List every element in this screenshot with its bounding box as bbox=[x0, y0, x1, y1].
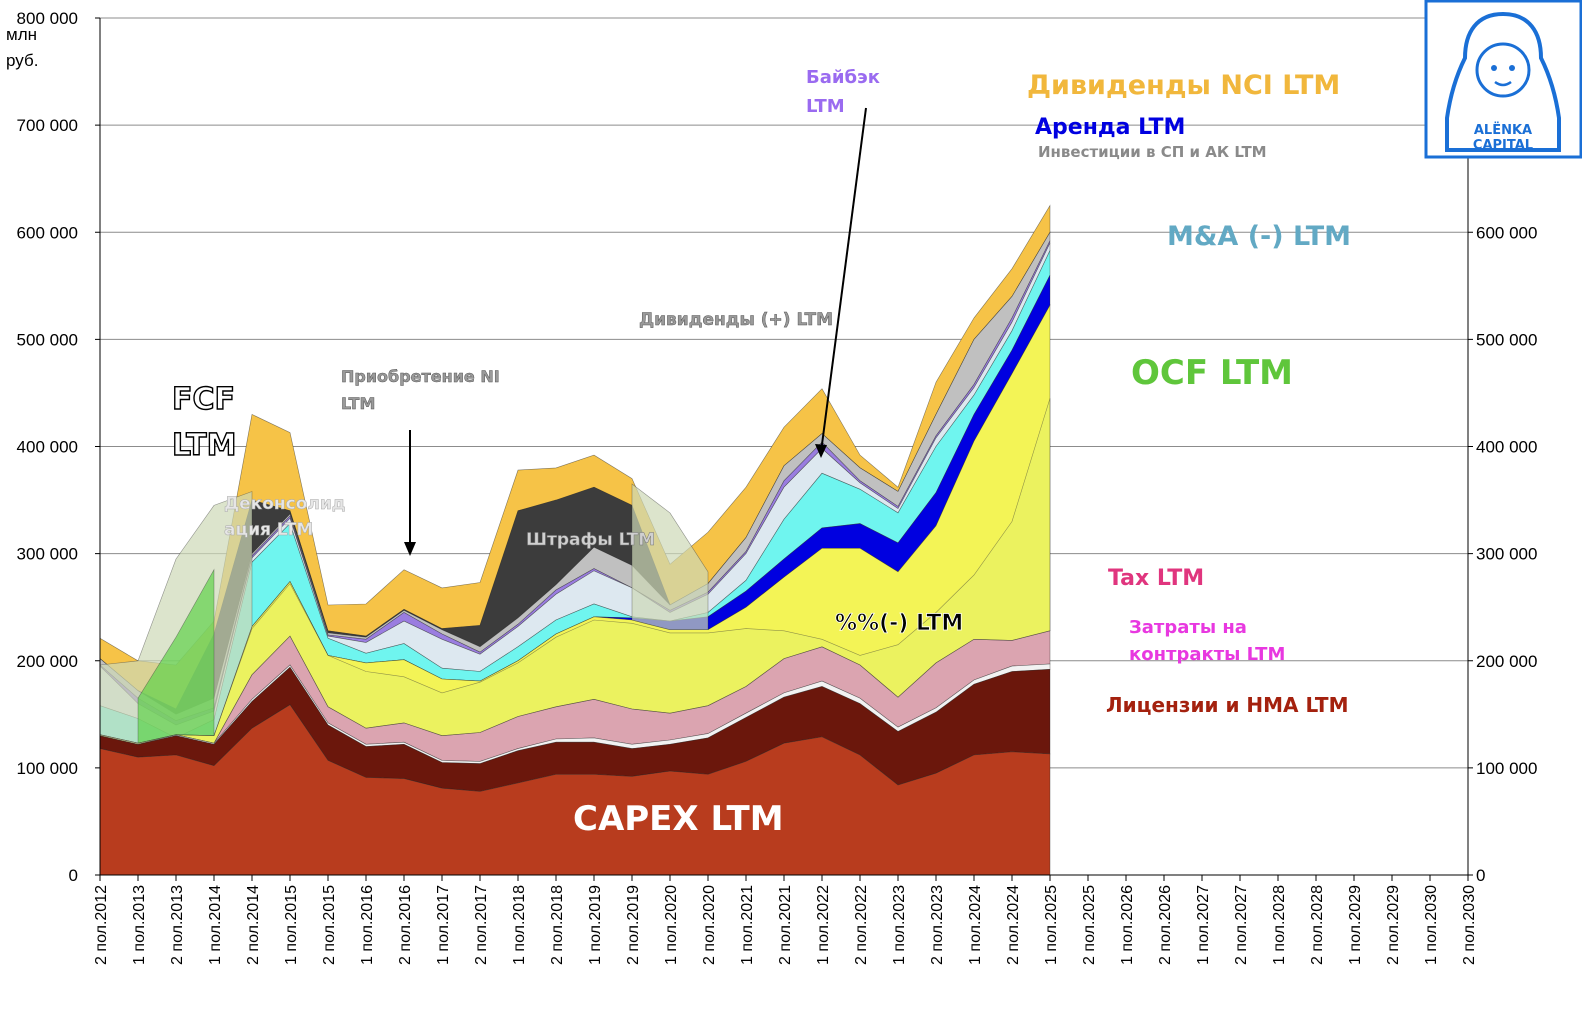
annotation-arrows bbox=[404, 107, 867, 556]
ytick-right-label-0: 0 bbox=[1476, 866, 1485, 885]
xtick-label-1: 1 пол.2013 bbox=[131, 885, 148, 965]
ytick-left-label-7: 700 000 bbox=[17, 116, 78, 135]
fcf-label-line2: LTM bbox=[172, 428, 236, 463]
xtick-label-2: 2 пол.2013 bbox=[169, 885, 186, 965]
fcf-label-line1: FCF bbox=[172, 382, 235, 417]
xtick-label-4: 2 пол.2014 bbox=[245, 885, 262, 965]
xtick-label-8: 2 пол.2016 bbox=[397, 885, 414, 965]
overlay-2-0 bbox=[99, 398, 1051, 745]
logo-frame bbox=[1424, 0, 1582, 159]
fines-label: Штрафы LTM bbox=[526, 530, 655, 550]
matryoshka-eye-left bbox=[1491, 65, 1497, 71]
ni-acquisition-label-line1: Приобретение NI bbox=[341, 367, 500, 386]
ytick-left-label-0: 0 bbox=[69, 866, 78, 885]
y-unit-label-line1: млн bbox=[6, 25, 37, 44]
buyback-label-line1: Байбэк bbox=[806, 67, 880, 88]
xtick-label-27: 1 пол.2026 bbox=[1119, 885, 1136, 965]
ytick-left-label-5: 500 000 bbox=[17, 330, 78, 349]
xtick-label-29: 1 пол.2027 bbox=[1195, 885, 1212, 965]
ytick-right-label-3: 300 000 bbox=[1476, 545, 1537, 564]
xtick-label-11: 1 пол.2018 bbox=[511, 885, 528, 965]
xtick-label-10: 2 пол.2017 bbox=[473, 885, 490, 965]
lease-label: Аренда LTM bbox=[1035, 115, 1185, 140]
y-unit-label-line2: руб. bbox=[6, 51, 38, 70]
xtick-label-6: 2 пол.2015 bbox=[321, 885, 338, 965]
ytick-right-label-6: 600 000 bbox=[1476, 223, 1537, 242]
xtick-label-26: 2 пол.2025 bbox=[1081, 885, 1098, 965]
xtick-label-20: 2 пол.2022 bbox=[853, 885, 870, 965]
overlay-0-1 bbox=[631, 483, 709, 630]
xtick-label-32: 2 пол.2028 bbox=[1309, 885, 1326, 965]
logo-text-line2: CAPITAL bbox=[1473, 138, 1533, 153]
xtick-label-22: 2 пол.2023 bbox=[929, 885, 946, 965]
matryoshka-outline bbox=[1445, 11, 1561, 152]
xtick-label-28: 2 пол.2026 bbox=[1157, 885, 1174, 965]
ytick-right-label-2: 200 000 bbox=[1476, 652, 1537, 671]
ytick-left-label-2: 200 000 bbox=[17, 652, 78, 671]
xtick-label-19: 1 пол.2022 bbox=[815, 885, 832, 965]
matryoshka-smile bbox=[1494, 80, 1512, 87]
y-axis-left-ticks: 0 100 000 200 000 300 000 400 000 500 000 600 … bbox=[17, 9, 100, 885]
overlay-areas bbox=[99, 398, 1051, 745]
ytick-left-label-3: 300 000 bbox=[17, 545, 78, 564]
buyback-arrow bbox=[820, 107, 867, 453]
xtick-label-15: 1 пол.2020 bbox=[663, 885, 680, 965]
alenka-capital-logo: ALЁNKA CAPITAL bbox=[1424, 0, 1582, 159]
xtick-label-9: 1 пол.2017 bbox=[435, 885, 452, 965]
dividends-nci-label: Дивиденды NCI LTM bbox=[1027, 70, 1340, 101]
xtick-label-7: 1 пол.2016 bbox=[359, 885, 376, 965]
xtick-label-13: 1 пол.2019 bbox=[587, 885, 604, 965]
ytick-right-label-1: 100 000 bbox=[1476, 759, 1537, 778]
xtick-label-35: 1 пол.2030 bbox=[1423, 885, 1440, 965]
ytick-right-label-5: 500 000 bbox=[1476, 330, 1537, 349]
xtick-label-5: 1 пол.2015 bbox=[283, 885, 300, 965]
xtick-label-3: 1 пол.2014 bbox=[207, 885, 224, 965]
xtick-label-34: 2 пол.2029 bbox=[1385, 885, 1402, 965]
xtick-label-33: 1 пол.2029 bbox=[1347, 885, 1364, 965]
dividends-plus-label: Дивиденды (+) LTM bbox=[639, 310, 833, 330]
tax-label: Tax LTM bbox=[1108, 566, 1204, 591]
xtick-label-30: 2 пол.2027 bbox=[1233, 885, 1250, 965]
ytick-left-label-6: 600 000 bbox=[17, 223, 78, 242]
buyback-label-line2: LTM bbox=[806, 96, 845, 117]
xtick-label-21: 1 пол.2023 bbox=[891, 885, 908, 965]
xtick-label-18: 2 пол.2021 bbox=[777, 885, 794, 965]
xtick-label-12: 2 пол.2018 bbox=[549, 885, 566, 965]
x-axis-ticks: 2 пол.2012 1 пол.2013 2 пол.2013 1 пол.2014… bbox=[93, 875, 1478, 965]
y-axis-right-ticks: 0 100 000 200 000 300 000 400 000 500 000 600 … bbox=[1468, 223, 1537, 885]
ni-acquisition-label-line2: LTM bbox=[341, 394, 375, 413]
contracts-label-line2: контракты LTM bbox=[1129, 644, 1285, 665]
ytick-left-label-4: 400 000 bbox=[17, 438, 78, 457]
licenses-label: Лицензии и НМА LTM bbox=[1106, 693, 1348, 717]
xtick-label-31: 1 пол.2028 bbox=[1271, 885, 1288, 965]
investments-label: Инвестиции в СП и АК LTM bbox=[1038, 143, 1267, 161]
xtick-label-24: 2 пол.2024 bbox=[1005, 885, 1022, 965]
deconsolidation-label-line1: Деконсолид bbox=[224, 494, 345, 514]
xtick-label-0: 2 пол.2012 bbox=[93, 885, 110, 965]
buyback-arrow-head bbox=[815, 444, 827, 458]
ytick-left-label-1: 100 000 bbox=[17, 759, 78, 778]
interest-label: %%(-) LTM bbox=[835, 611, 963, 636]
matryoshka-face bbox=[1475, 42, 1531, 98]
xtick-label-14: 2 пол.2019 bbox=[625, 885, 642, 965]
deconsolidation-label-line2: ация LTM bbox=[224, 520, 313, 540]
ytick-left-label-8: 800 000 bbox=[17, 9, 78, 28]
series-labels: CAPEX LTM Лицензии и НМА LTM Затраты на … bbox=[171, 67, 1351, 839]
ytick-right-label-4: 400 000 bbox=[1476, 438, 1537, 457]
logo-text-line1: ALЁNKA bbox=[1474, 122, 1532, 138]
ocf-label: OCF LTM bbox=[1131, 353, 1293, 393]
capex-label: CAPEX LTM bbox=[573, 799, 784, 839]
xtick-label-16: 2 пол.2020 bbox=[701, 885, 718, 965]
contracts-label-line1: Затраты на bbox=[1129, 617, 1247, 638]
ma-label: M&A (-) LTM bbox=[1167, 221, 1351, 252]
xtick-label-36: 2 пол.2030 bbox=[1461, 885, 1478, 965]
xtick-label-25: 1 пол.2025 bbox=[1043, 885, 1060, 965]
ni-acquisition-arrow-head bbox=[404, 542, 416, 556]
xtick-label-23: 1 пол.2024 bbox=[967, 885, 984, 965]
xtick-label-17: 1 пол.2021 bbox=[739, 885, 756, 965]
matryoshka-eye-right bbox=[1509, 65, 1515, 71]
